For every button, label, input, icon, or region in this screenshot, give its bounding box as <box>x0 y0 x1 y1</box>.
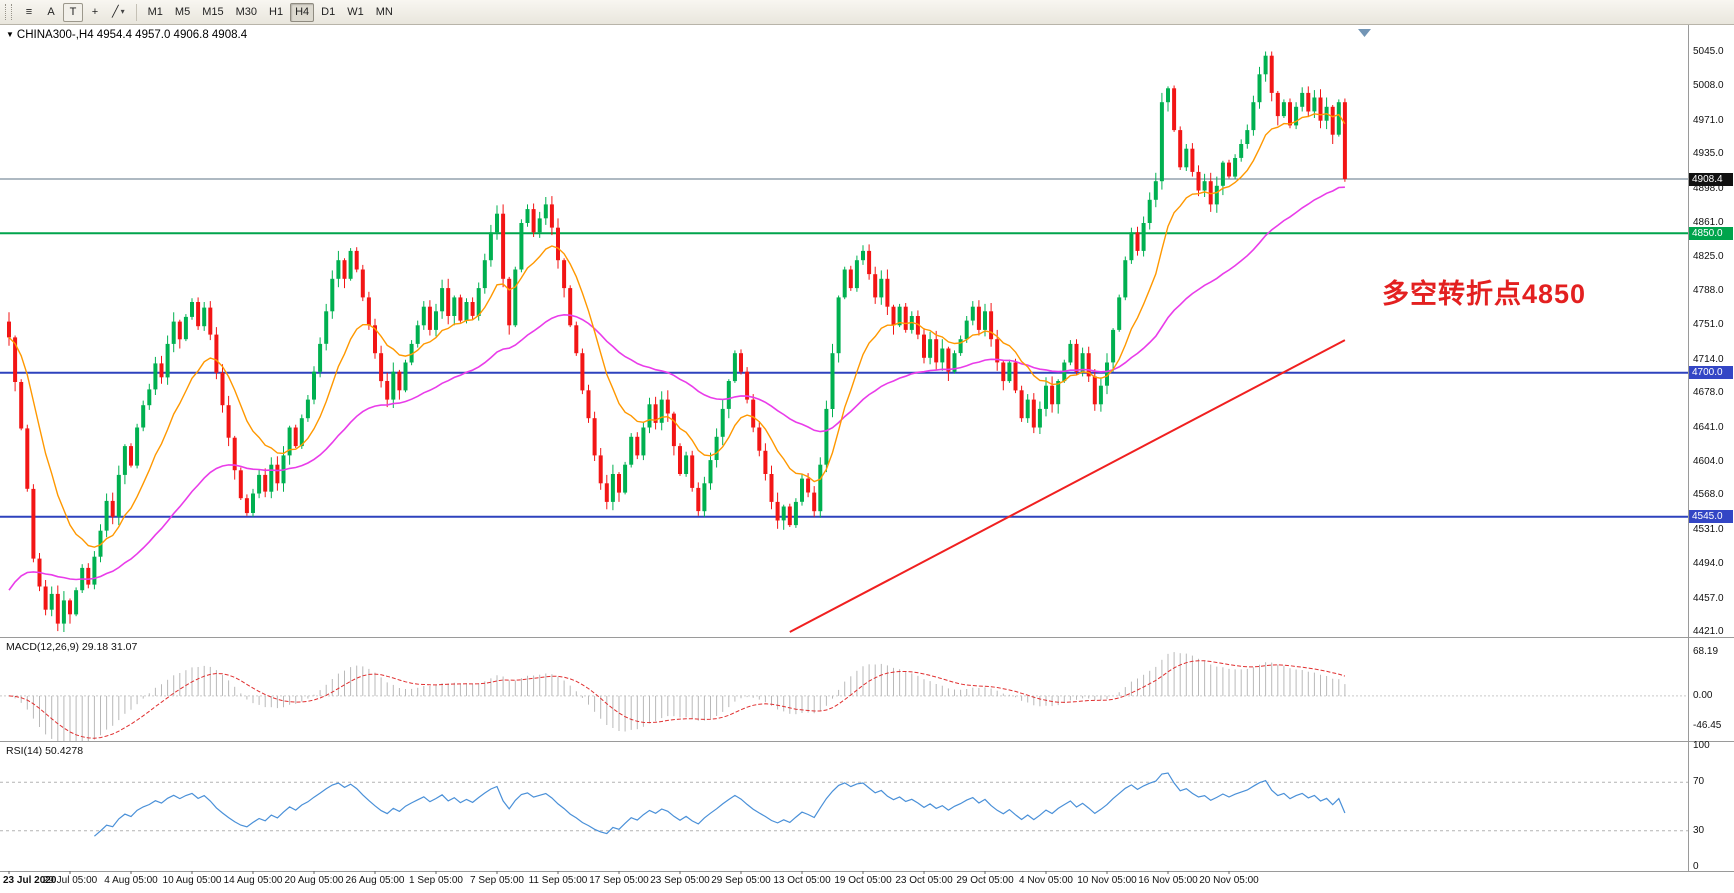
text-tool-button[interactable]: T <box>63 2 83 22</box>
price-scale-tick[interactable]: 4421.0 <box>1693 626 1724 637</box>
rsi-scale-tick: 0 <box>1693 861 1699 872</box>
price-scale-tick[interactable]: 4898.0 <box>1693 182 1724 194</box>
time-axis-label[interactable]: 29 Oct 05:00 <box>956 875 1014 886</box>
chart-text-annotation[interactable]: 多空转折点4850 <box>1382 279 1587 309</box>
macd-scale-tick: 0.00 <box>1693 689 1713 701</box>
time-axis-label[interactable]: 1 Sep 05:00 <box>409 875 463 886</box>
time-axis-label[interactable]: 23 Sep 05:00 <box>650 875 710 886</box>
price-scale-tick[interactable]: 4531.0 <box>1693 523 1724 535</box>
time-axis-label[interactable]: 4 Nov 05:00 <box>1019 875 1073 886</box>
timeframe-w1[interactable]: W1 <box>342 3 369 22</box>
time-axis-label[interactable]: 17 Sep 05:00 <box>589 875 649 886</box>
chart-canvas[interactable] <box>0 25 1734 893</box>
symbol-collapse-icon: ▼ <box>6 30 14 39</box>
price-scale-tick[interactable]: 4457.0 <box>1693 592 1724 604</box>
rsi-scale-tick: 30 <box>1693 824 1705 836</box>
price-tag-4908.4: 4908.4 <box>1689 172 1733 186</box>
time-axis-label[interactable]: 29 Sep 05:00 <box>711 875 771 886</box>
time-axis-label[interactable]: 20 Aug 05:00 <box>284 875 344 886</box>
symbol-label-text: CHINA300-,H4 4954.4 4957.0 4906.8 4908.4 <box>16 29 248 41</box>
time-axis-label[interactable]: 10 Nov 05:00 <box>1077 875 1137 886</box>
time-axis-label[interactable]: 7 Sep 05:00 <box>470 875 524 886</box>
toolbar: ≡ A T + ╱ ▾ M1 M5 M15 M30 H1 H4 D1 W1 MN <box>0 0 1734 25</box>
timeframe-group: M1 M5 M15 M30 H1 H4 D1 W1 MN <box>143 2 398 22</box>
price-tag-4850.0: 4850.0 <box>1689 226 1733 240</box>
price-scale-tick[interactable]: 4714.0 <box>1693 353 1724 365</box>
timeframe-mn[interactable]: MN <box>371 3 398 22</box>
price-scale-tick[interactable]: 4568.0 <box>1693 489 1724 501</box>
price-scale-tick[interactable]: 5045.0 <box>1693 46 1724 57</box>
time-axis-label[interactable]: 20 Nov 05:00 <box>1199 875 1259 886</box>
macd-scale-tick: -46.45 <box>1693 719 1722 731</box>
macd-histogram <box>14 652 1346 741</box>
price-scale-tick[interactable]: 4971.0 <box>1693 114 1724 126</box>
price-tag-4700.0: 4700.0 <box>1689 366 1733 380</box>
horizontal-level-lines[interactable] <box>0 178 1688 518</box>
rsi-indicator-label: RSI(14) 50.4278 <box>6 745 84 757</box>
price-scale-tick[interactable]: 4935.0 <box>1693 148 1724 160</box>
time-axis-label[interactable]: 11 Sep 05:00 <box>528 875 588 886</box>
candlestick-series <box>7 51 1347 632</box>
time-axis-label[interactable]: 4 Aug 05:00 <box>104 875 158 886</box>
timeframe-m5[interactable]: M5 <box>170 3 195 22</box>
time-axis-label[interactable]: 16 Nov 05:00 <box>1138 875 1198 886</box>
toolbar-separator <box>135 3 137 21</box>
cursor-tool-button[interactable]: A <box>41 3 61 22</box>
toolbar-drag-handle[interactable] <box>5 4 12 20</box>
price-scale-tick[interactable]: 4751.0 <box>1693 319 1724 331</box>
time-axis-label[interactable]: 29 Jul 05:00 <box>42 875 98 886</box>
trendline-icon: ╱ <box>112 5 119 18</box>
menu-icon[interactable]: ≡ <box>19 3 39 22</box>
time-axis-label[interactable]: 10 Aug 05:00 <box>162 875 222 886</box>
macd-scale-tick: 68.19 <box>1693 646 1719 657</box>
timeframe-h1[interactable]: H1 <box>264 3 288 22</box>
symbol-ohlc-label: ▼ CHINA300-,H4 4954.4 4957.0 4906.8 4908.… <box>6 29 247 41</box>
rsi-scale-tick: 70 <box>1693 776 1705 788</box>
price-scale-tick[interactable]: 4494.0 <box>1693 558 1724 570</box>
macd-signal-line <box>8 660 1346 739</box>
chart-shift-marker[interactable] <box>1358 29 1371 37</box>
chart-area[interactable]: ▼ CHINA300-,H4 4954.4 4957.0 4906.8 4908.… <box>0 25 1734 893</box>
time-axis-label[interactable]: 14 Aug 05:00 <box>223 875 283 886</box>
price-scale-tick[interactable]: 4861.0 <box>1693 217 1724 228</box>
ma-fast-line <box>8 112 1346 548</box>
macd-indicator-label: MACD(12,26,9) 29.18 31.07 <box>6 641 138 653</box>
time-axis-label[interactable]: 23 Oct 05:00 <box>895 875 953 886</box>
price-scale-tick[interactable]: 4825.0 <box>1693 250 1724 262</box>
price-scale-tick[interactable]: 4604.0 <box>1693 455 1724 467</box>
price-scale-tick[interactable]: 4678.0 <box>1693 387 1724 399</box>
time-axis-label[interactable]: 26 Aug 05:00 <box>345 875 405 886</box>
timeframe-h4[interactable]: H4 <box>290 2 315 22</box>
timeframe-m30[interactable]: M30 <box>231 3 262 22</box>
timeframe-m15[interactable]: M15 <box>197 3 228 22</box>
rsi-line <box>94 772 1346 837</box>
price-scale-tick[interactable]: 4788.0 <box>1693 284 1724 296</box>
ma-slow-line <box>8 186 1345 591</box>
timeframe-d1[interactable]: D1 <box>316 3 340 22</box>
time-axis-label[interactable]: 23 Jul 2020 <box>3 875 57 886</box>
price-scale-tick[interactable]: 4641.0 <box>1693 421 1724 433</box>
price-tag-4545.0: 4545.0 <box>1689 510 1733 524</box>
time-axis-label[interactable]: 13 Oct 05:00 <box>773 875 831 886</box>
rsi-scale-tick: 100 <box>1693 740 1710 751</box>
price-scale-tick[interactable]: 5008.0 <box>1693 80 1724 92</box>
chevron-down-icon: ▾ <box>120 7 125 16</box>
draw-tool-button[interactable]: ╱ ▾ <box>107 3 130 22</box>
time-axis-label[interactable]: 19 Oct 05:00 <box>834 875 892 886</box>
trendline[interactable] <box>789 339 1346 633</box>
crosshair-tool-button[interactable]: + <box>85 3 105 22</box>
timeframe-m1[interactable]: M1 <box>143 3 168 22</box>
